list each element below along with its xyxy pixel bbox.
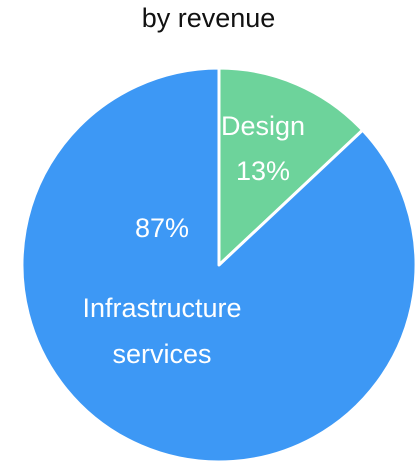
pie-slice-infrastructure-services	[20, 66, 417, 462]
slice-value-infrastructure-services: 87%	[135, 213, 189, 243]
slice-value-design: 13%	[236, 156, 290, 186]
chart-title: by revenue	[141, 3, 276, 33]
slice-label-infrastructure-services-line2: services	[112, 339, 211, 369]
slice-label-design: Design	[221, 111, 305, 141]
pie-slice-design	[217, 66, 365, 267]
slice-label-infrastructure-services-line1: Infrastructure	[82, 293, 241, 323]
